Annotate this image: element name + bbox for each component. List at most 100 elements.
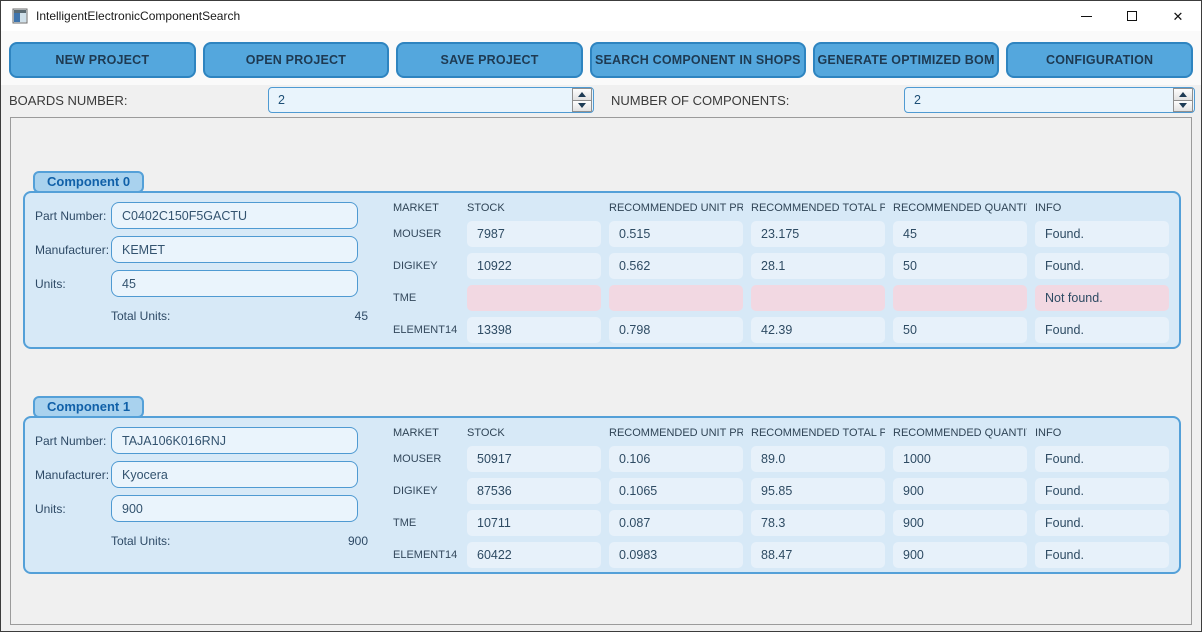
chevron-down-icon [1179, 103, 1187, 109]
components-scroll-area: Component 0 Part Number: Manufacturer: U… [10, 117, 1192, 625]
col-header-market: MARKET [393, 201, 439, 214]
info-cell: Found. [1035, 221, 1169, 247]
market-label: ELEMENT14 [393, 324, 458, 336]
titlebar: IntelligentElectronicComponentSearch ✕ [1, 1, 1201, 31]
quantity-cell: 1000 [893, 446, 1027, 472]
components-number-label: NUMBER OF COMPONENTS: [611, 92, 790, 108]
manufacturer-label: Manufacturer: [35, 467, 110, 482]
stock-cell: 87536 [467, 478, 601, 504]
total-price-cell: 95.85 [751, 478, 885, 504]
col-header-total-price: RECOMMENDED TOTAL PRICE [751, 201, 885, 214]
total-units-label: Total Units: [111, 534, 171, 548]
unit-price-cell: 0.106 [609, 446, 743, 472]
stock-cell: 50917 [467, 446, 601, 472]
market-label: TME [393, 517, 417, 529]
maximize-icon [1127, 11, 1137, 21]
quantity-cell: 900 [893, 510, 1027, 536]
total-price-cell: 23.175 [751, 221, 885, 247]
close-icon: ✕ [1172, 8, 1184, 24]
components-spinner-up-button[interactable] [1173, 88, 1193, 101]
col-header-quantity: RECOMMENDED QUANTITY [893, 201, 1027, 214]
component-1-groupbox: Part Number: Manufacturer: Units: Total … [23, 416, 1181, 574]
market-label: ELEMENT14 [393, 549, 458, 561]
close-button[interactable]: ✕ [1155, 1, 1201, 31]
toolbar: NEW PROJECT OPEN PROJECT SAVE PROJECT SE… [1, 31, 1201, 85]
quantity-cell: 50 [893, 253, 1027, 279]
open-project-button[interactable]: OPEN PROJECT [202, 42, 390, 78]
total-price-cell [751, 285, 885, 311]
market-label: MOUSER [393, 228, 442, 240]
quantity-cell: 45 [893, 221, 1027, 247]
component-0-results-table: MARKET STOCK RECOMMENDED UNIT PRICE RECO… [380, 200, 1169, 343]
units-input[interactable] [111, 270, 358, 297]
boards-number-spinner [268, 87, 594, 113]
minimize-button[interactable] [1063, 1, 1109, 31]
total-price-cell: 28.1 [751, 253, 885, 279]
components-number-input[interactable] [905, 88, 1172, 112]
stock-cell: 10711 [467, 510, 601, 536]
part-number-label: Part Number: [35, 433, 107, 448]
boards-number-input[interactable] [269, 88, 571, 112]
quantity-cell [893, 285, 1027, 311]
col-header-stock: STOCK [467, 201, 505, 214]
component-0-groupbox: Part Number: Manufacturer: Units: Total … [23, 191, 1181, 349]
col-header-unit-price: RECOMMENDED UNIT PRICE [609, 201, 743, 214]
col-header-market: MARKET [393, 426, 439, 439]
component-1-panel: Component 1 Part Number: Manufacturer: U… [23, 396, 1181, 574]
info-cell: Not found. [1035, 285, 1169, 311]
units-label: Units: [35, 276, 66, 291]
maximize-button[interactable] [1109, 1, 1155, 31]
manufacturer-input[interactable] [111, 461, 358, 488]
total-units-value: 45 [354, 309, 368, 323]
component-0-title: Component 0 [33, 171, 145, 193]
total-price-cell: 42.39 [751, 317, 885, 343]
stock-cell: 7987 [467, 221, 601, 247]
components-spinner-arrows [1173, 88, 1193, 112]
info-cell: Found. [1035, 253, 1169, 279]
unit-price-cell: 0.562 [609, 253, 743, 279]
window-title: IntelligentElectronicComponentSearch [36, 9, 241, 23]
generate-bom-button[interactable]: GENERATE OPTIMIZED BOM [812, 42, 1000, 78]
component-0-fields: Part Number: Manufacturer: Units: Total … [35, 200, 380, 341]
col-header-info: INFO [1035, 201, 1062, 214]
market-label: MOUSER [393, 453, 442, 465]
component-1-title: Component 1 [33, 396, 145, 418]
quantity-cell: 900 [893, 478, 1027, 504]
total-price-cell: 88.47 [751, 542, 885, 568]
info-cell: Found. [1035, 510, 1169, 536]
new-project-button[interactable]: NEW PROJECT [9, 42, 196, 78]
chevron-down-icon [578, 103, 586, 109]
component-0-panel: Component 0 Part Number: Manufacturer: U… [23, 171, 1181, 349]
components-spinner-down-button[interactable] [1173, 100, 1193, 112]
units-input[interactable] [111, 495, 358, 522]
configuration-button[interactable]: CONFIGURATION [1006, 42, 1193, 78]
info-cell: Found. [1035, 317, 1169, 343]
part-number-input[interactable] [111, 202, 358, 229]
part-number-input[interactable] [111, 427, 358, 454]
boards-spinner-arrows [572, 88, 592, 112]
market-label: DIGIKEY [393, 260, 438, 272]
search-component-button[interactable]: SEARCH COMPONENT IN SHOPS [589, 42, 806, 78]
market-label: TME [393, 292, 417, 304]
market-label: DIGIKEY [393, 485, 438, 497]
stock-cell: 13398 [467, 317, 601, 343]
boards-spinner-down-button[interactable] [572, 100, 592, 112]
total-price-cell: 78.3 [751, 510, 885, 536]
manufacturer-input[interactable] [111, 236, 358, 263]
info-cell: Found. [1035, 478, 1169, 504]
info-cell: Found. [1035, 446, 1169, 472]
stock-cell: 60422 [467, 542, 601, 568]
col-header-stock: STOCK [467, 426, 505, 439]
stock-cell: 10922 [467, 253, 601, 279]
components-number-spinner [904, 87, 1195, 113]
manufacturer-label: Manufacturer: [35, 242, 110, 257]
quantity-cell: 900 [893, 542, 1027, 568]
unit-price-cell: 0.1065 [609, 478, 743, 504]
col-header-unit-price: RECOMMENDED UNIT PRICE [609, 426, 743, 439]
minimize-icon [1080, 15, 1092, 17]
chevron-up-icon [578, 91, 586, 97]
boards-spinner-up-button[interactable] [572, 88, 592, 101]
quantity-cell: 50 [893, 317, 1027, 343]
save-project-button[interactable]: SAVE PROJECT [396, 42, 583, 78]
